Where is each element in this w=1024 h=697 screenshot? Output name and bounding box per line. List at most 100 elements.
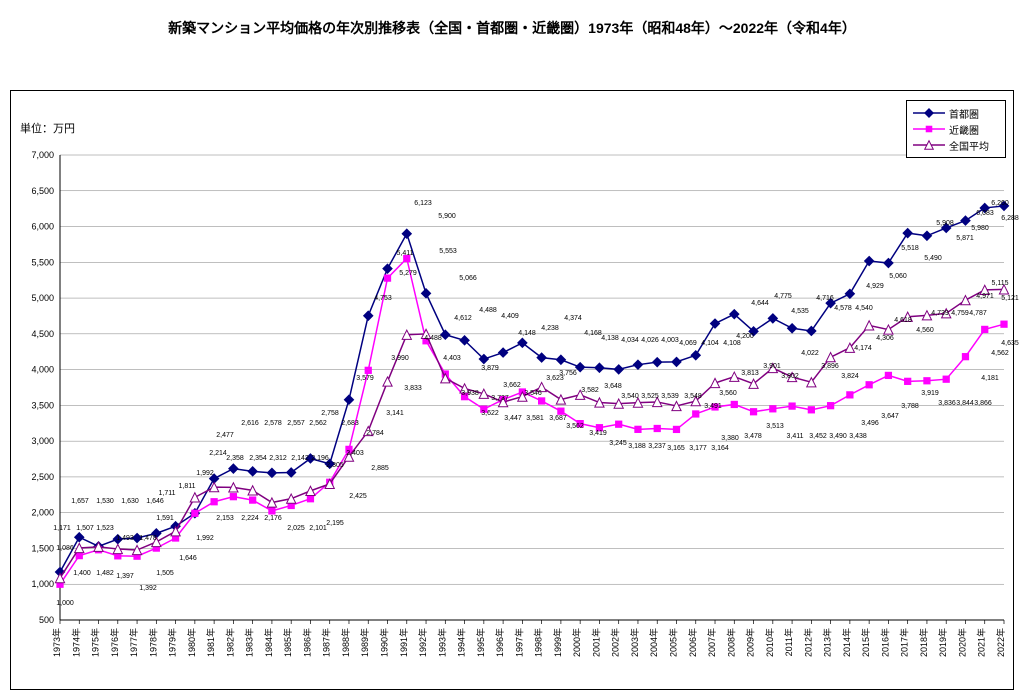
svg-text:5,279: 5,279 [399, 270, 417, 277]
svg-text:1,000: 1,000 [56, 600, 74, 607]
svg-text:3,662: 3,662 [503, 382, 521, 389]
svg-text:4,488: 4,488 [479, 307, 497, 314]
svg-text:3,447: 3,447 [504, 415, 522, 422]
svg-text:2,557: 2,557 [287, 420, 305, 427]
svg-text:2014年: 2014年 [841, 628, 852, 657]
svg-text:3,539: 3,539 [661, 393, 679, 400]
svg-text:3,844: 3,844 [956, 400, 974, 407]
svg-text:4,560: 4,560 [916, 327, 934, 334]
chart-page: 新築マンション平均価格の年次別推移表（全国・首都圏・近畿圏）1973年（昭和48… [0, 0, 1024, 697]
svg-text:3,419: 3,419 [589, 430, 607, 437]
svg-text:1990年: 1990年 [379, 628, 390, 657]
svg-text:3,548: 3,548 [684, 393, 702, 400]
svg-text:3,938: 3,938 [461, 390, 479, 397]
svg-text:1,591: 1,591 [156, 515, 174, 522]
svg-text:2011年: 2011年 [783, 628, 794, 656]
svg-text:3,237: 3,237 [648, 443, 666, 450]
svg-text:1,646: 1,646 [179, 555, 197, 562]
svg-text:2,354: 2,354 [249, 455, 267, 462]
svg-text:1,500: 1,500 [31, 543, 54, 553]
svg-text:2002年: 2002年 [610, 628, 621, 657]
svg-text:5,980: 5,980 [971, 225, 989, 232]
svg-text:6,260: 6,260 [991, 200, 1009, 207]
svg-text:3,380: 3,380 [721, 435, 739, 442]
svg-text:3,141: 3,141 [386, 410, 404, 417]
svg-text:1984年: 1984年 [263, 628, 274, 657]
svg-text:3,562: 3,562 [566, 423, 584, 430]
svg-text:3,478: 3,478 [744, 433, 762, 440]
svg-text:4,635: 4,635 [1001, 340, 1019, 347]
svg-text:1,523: 1,523 [96, 525, 114, 532]
svg-text:2,000: 2,000 [31, 508, 54, 518]
svg-text:4,403: 4,403 [443, 355, 461, 362]
svg-text:4,409: 4,409 [501, 313, 519, 320]
svg-text:3,513: 3,513 [766, 423, 784, 430]
svg-text:5,900: 5,900 [438, 213, 456, 220]
svg-text:3,245: 3,245 [609, 440, 627, 447]
svg-text:2020年: 2020年 [956, 628, 967, 657]
legend-swatch [913, 107, 945, 119]
svg-text:3,452: 3,452 [809, 433, 827, 440]
svg-text:3,919: 3,919 [921, 390, 939, 397]
svg-text:2,477: 2,477 [216, 432, 234, 439]
svg-text:2,025: 2,025 [287, 525, 305, 532]
svg-text:1991年: 1991年 [398, 628, 409, 657]
svg-text:5,871: 5,871 [956, 235, 974, 242]
legend: 首都圏近畿圏全国平均 [906, 100, 1006, 158]
legend-swatch [913, 139, 945, 151]
svg-text:1,505: 1,505 [156, 570, 174, 577]
svg-text:1,171: 1,171 [53, 525, 71, 532]
svg-text:1987年: 1987年 [321, 628, 332, 657]
svg-text:1982年: 1982年 [224, 628, 235, 657]
chart-canvas: 5001,0001,5002,0002,5003,0003,5004,0004,… [0, 0, 1024, 697]
svg-text:5,411: 5,411 [397, 250, 414, 257]
svg-text:2,214: 2,214 [209, 450, 227, 457]
svg-text:5,121: 5,121 [1001, 295, 1019, 302]
svg-text:3,622: 3,622 [481, 410, 499, 417]
svg-text:2,562: 2,562 [309, 420, 327, 427]
svg-text:2,196: 2,196 [311, 455, 329, 462]
svg-text:1,507: 1,507 [76, 525, 94, 532]
svg-text:2006年: 2006年 [687, 628, 698, 657]
svg-text:2,784: 2,784 [366, 430, 384, 437]
svg-text:2,176: 2,176 [264, 515, 282, 522]
svg-text:3,788: 3,788 [901, 403, 919, 410]
legend-item: 全国平均 [913, 137, 999, 153]
legend-item: 近畿圏 [913, 121, 999, 137]
svg-text:4,612: 4,612 [454, 315, 472, 322]
svg-text:4,759: 4,759 [951, 310, 969, 317]
svg-text:5,060: 5,060 [889, 273, 907, 280]
svg-text:1986年: 1986年 [301, 628, 312, 657]
svg-text:2000年: 2000年 [571, 628, 582, 657]
svg-text:3,581: 3,581 [526, 415, 544, 422]
svg-text:4,181: 4,181 [981, 375, 999, 382]
svg-text:2007年: 2007年 [706, 628, 717, 657]
svg-text:1,530: 1,530 [96, 498, 114, 505]
svg-text:5,500: 5,500 [31, 257, 54, 267]
svg-text:4,200: 4,200 [736, 333, 754, 340]
svg-text:5,518: 5,518 [901, 245, 919, 252]
svg-text:1,992: 1,992 [196, 470, 214, 477]
svg-text:3,560: 3,560 [719, 390, 737, 397]
svg-text:2,616: 2,616 [241, 420, 259, 427]
svg-text:1977年: 1977年 [128, 628, 139, 657]
svg-text:4,753: 4,753 [374, 295, 392, 302]
svg-text:4,026: 4,026 [641, 337, 659, 344]
svg-text:5,115: 5,115 [992, 280, 1009, 287]
svg-text:5,066: 5,066 [459, 275, 477, 282]
svg-text:3,647: 3,647 [881, 413, 899, 420]
svg-text:1989年: 1989年 [359, 628, 370, 657]
svg-text:3,188: 3,188 [628, 443, 646, 450]
svg-text:2016年: 2016年 [879, 628, 890, 657]
svg-text:2,500: 2,500 [31, 472, 54, 482]
svg-text:2009年: 2009年 [745, 628, 756, 657]
svg-text:1,630: 1,630 [121, 498, 139, 505]
svg-text:4,578: 4,578 [834, 305, 852, 312]
svg-text:1,657: 1,657 [71, 498, 89, 505]
svg-text:2,305: 2,305 [326, 462, 344, 469]
svg-text:4,618: 4,618 [894, 317, 912, 324]
svg-text:3,896: 3,896 [821, 363, 839, 370]
svg-text:2,683: 2,683 [341, 420, 359, 427]
svg-text:5,553: 5,553 [439, 248, 457, 255]
svg-text:2,403: 2,403 [346, 450, 364, 457]
